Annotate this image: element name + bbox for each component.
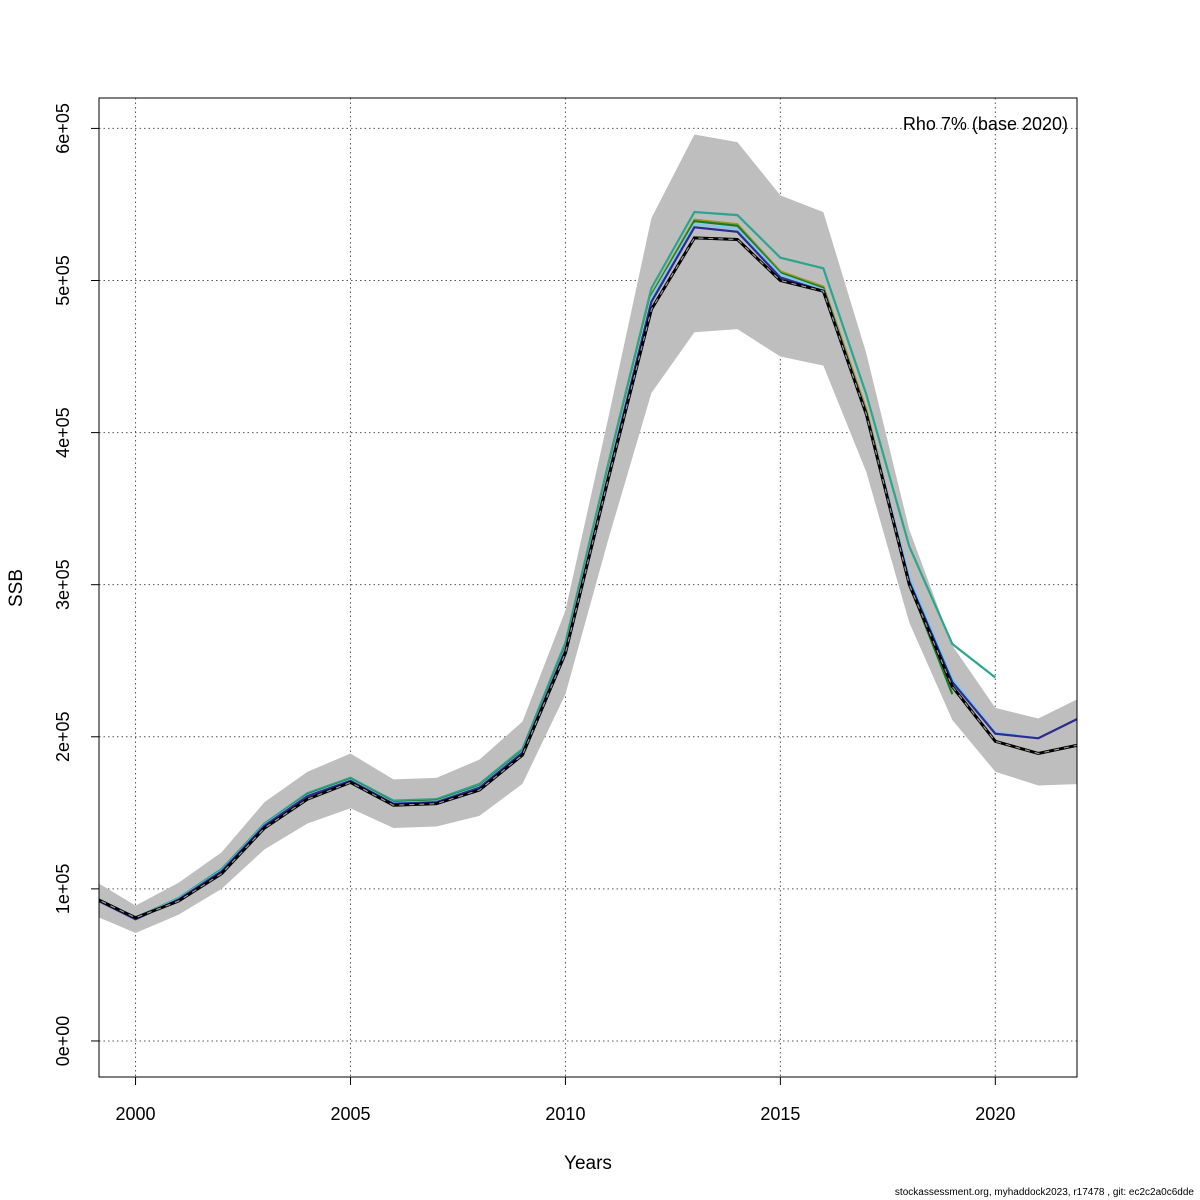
y-tick-label: 6e+05 [53, 103, 73, 154]
base-line [99, 236, 1077, 920]
x-tick-label: 2010 [545, 1104, 585, 1124]
axes: 2000 2005 2010 2015 2020 0e+00 1e+05 2e+05 3e+05… [53, 103, 1015, 1124]
y-tick-label: 3e+05 [53, 559, 73, 610]
peel-line-0 [99, 210, 996, 919]
y-tick-label: 4e+05 [53, 407, 73, 458]
y-tick-label: 2e+05 [53, 711, 73, 762]
x-tick-label: 2000 [116, 1104, 156, 1124]
x-tick-label: 2005 [330, 1104, 370, 1124]
plot-frame [98, 97, 1078, 1078]
y-axis-label: SSB [6, 569, 27, 607]
y-tick-label: 0e+00 [53, 1016, 73, 1067]
x-tick-label: 2015 [760, 1104, 800, 1124]
plot-marks [99, 134, 1077, 933]
y-tick-label: 5e+05 [53, 255, 73, 306]
x-tick-label: 2020 [975, 1104, 1015, 1124]
x-axis-label: Years [564, 1153, 612, 1174]
y-tick-label: 1e+05 [53, 864, 73, 915]
rho-annotation: Rho 7% (base 2020) [903, 114, 1068, 134]
footer-credit: stockassessment.org, myhaddock2023, r174… [894, 1187, 1194, 1198]
confidence-band [99, 134, 1077, 933]
